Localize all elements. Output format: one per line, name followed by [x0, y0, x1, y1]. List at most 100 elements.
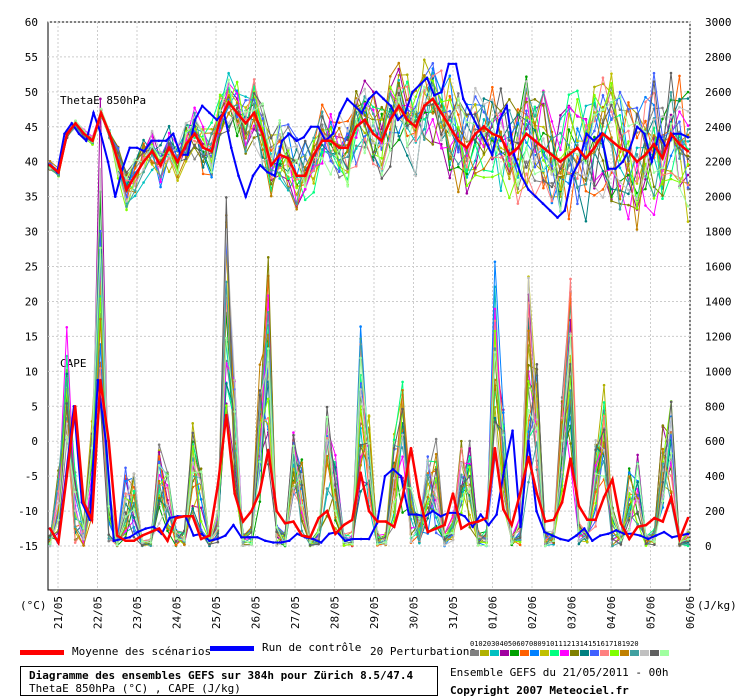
thetae-perturbation-10-point [354, 136, 358, 139]
thetae-perturbation-15-point [388, 85, 392, 89]
cape-perturbation-18-point [451, 538, 455, 542]
thetae-control-line-point [135, 146, 139, 150]
cape-control-line-point [551, 534, 554, 537]
thetae-mean-line-point [414, 125, 418, 129]
thetae-perturbation-09-point [448, 119, 452, 122]
thetae-perturbation-05-point [329, 142, 333, 146]
cape-perturbation-18-point [57, 501, 60, 505]
left-tick-label: 55 [25, 51, 38, 64]
cape-mean-line-point [518, 492, 522, 495]
cape-perturbation-08-point [535, 397, 539, 400]
cape-control-line-point [439, 515, 443, 518]
cape-perturbation-16-point [82, 544, 85, 547]
thetae-perturbation-01-point [618, 108, 622, 112]
cape-control-line-point [527, 439, 530, 443]
thetae-perturbation-14-point [550, 199, 554, 203]
x-tick-label: 06/06 [684, 596, 697, 629]
cape-perturbation-17-point [636, 523, 639, 526]
cape-mean-line-point [502, 508, 505, 511]
thetae-perturbation-16-point [474, 172, 477, 175]
thetae-perturbation-16-point [388, 75, 392, 78]
thetae-perturbation-19-point [380, 177, 384, 180]
thetae-perturbation-04-point [448, 176, 452, 180]
perturbation-swatch-02 [480, 650, 489, 656]
thetae-perturbation-19-point [346, 167, 350, 170]
thetae-perturbation-11-point [499, 109, 503, 113]
cape-perturbation-10-point [594, 464, 597, 467]
right-tick-label: 1000 [705, 365, 732, 378]
cape-perturbation-17-point [502, 450, 505, 454]
thetae-perturbation-14-point [661, 173, 664, 177]
thetae-perturbation-20-point [320, 156, 324, 160]
thetae-perturbation-14-point [618, 134, 622, 138]
cape-perturbation-17-point [224, 280, 228, 284]
thetae-mean-line-point [201, 146, 205, 150]
thetae-perturbation-19-point [184, 157, 188, 161]
perturbation-swatch-03 [490, 650, 499, 656]
legend-control: Run de contrôle [210, 641, 361, 654]
cape-mean-line-point [99, 378, 102, 382]
thetae-perturbation-12-point [627, 192, 630, 196]
cape-perturbation-20-point [258, 460, 262, 463]
thetae-perturbation-17-point [610, 143, 613, 146]
perturbation-swatch-06 [520, 650, 529, 656]
thetae-perturbation-19-point [388, 165, 392, 168]
cape-mean-line-point [543, 520, 547, 523]
cape-perturbation-18-point [166, 504, 169, 507]
cape-perturbation-15-point [426, 502, 430, 506]
cape-control-line-point [471, 525, 474, 529]
cape-control-line-point [415, 513, 419, 516]
thetae-control-line-point [483, 139, 487, 143]
thetae-perturbation-03-point [278, 177, 281, 180]
thetae-control-line-point [237, 174, 240, 178]
right-tick-label: 800 [705, 400, 725, 413]
cape-perturbation-10-point [334, 453, 337, 457]
thetae-perturbation-08-point [610, 72, 613, 75]
thetae-perturbation-20-point [533, 172, 537, 176]
cape-mean-line-point [300, 534, 304, 537]
thetae-perturbation-17-point [686, 128, 690, 131]
thetae-control-line-point [266, 170, 269, 174]
cape-control-line-point [351, 537, 355, 541]
thetae-perturbation-01-point [337, 176, 341, 179]
cape-perturbation-04-point [199, 506, 203, 510]
cape-perturbation-18-point [434, 496, 438, 499]
thetae-perturbation-11-point [610, 199, 613, 203]
thetae-perturbation-20-point [133, 158, 137, 162]
thetae-control-line-point [556, 216, 559, 219]
cape-mean-line-point [183, 515, 186, 518]
thetae-perturbation-15-point [125, 208, 128, 212]
cape-perturbation-19-point [468, 474, 472, 478]
thetae-perturbation-14-point [295, 178, 298, 181]
thetae-control-line-point [309, 125, 313, 129]
thetae-control-line-point [70, 122, 74, 125]
cape-control-line-point [152, 525, 155, 529]
cape-perturbation-06-point [174, 543, 178, 547]
thetae-perturbation-13-point [218, 126, 222, 130]
thetae-mean-line-point [474, 132, 477, 136]
thetae-perturbation-17-point [320, 110, 324, 114]
perturbation-swatch-12 [580, 650, 589, 656]
thetae-perturbation-07 [49, 66, 689, 204]
thetae-perturbation-13-point [678, 120, 681, 123]
thetae-control-line-point [541, 202, 545, 205]
thetae-perturbation-02-point [422, 58, 426, 62]
cape-perturbation-02-point [602, 383, 606, 387]
cape-perturbation-14-point [669, 474, 673, 478]
cape-perturbation-19-point [678, 543, 681, 546]
thetae-mean-line-point [627, 149, 630, 153]
cape-perturbation-16-point [325, 454, 329, 458]
thetae-control-line-point [440, 90, 443, 94]
cape-perturbation-11-point [468, 526, 472, 529]
cape-perturbation-17-point [602, 459, 606, 463]
cape-perturbation-16-point [493, 378, 497, 382]
cape-perturbation-20-point [266, 347, 270, 350]
thetae-perturbation-07-point [516, 121, 520, 125]
cape-perturbation-20-point [636, 462, 639, 466]
thetae-mean-line-point [593, 146, 596, 150]
cape-perturbation-20-point [552, 539, 555, 543]
thetae-perturbation-14-point [644, 100, 647, 104]
thetae-control-line-point [461, 97, 465, 101]
thetae-perturbation-11-point [601, 159, 605, 162]
thetae-perturbation-17-point [346, 155, 350, 159]
